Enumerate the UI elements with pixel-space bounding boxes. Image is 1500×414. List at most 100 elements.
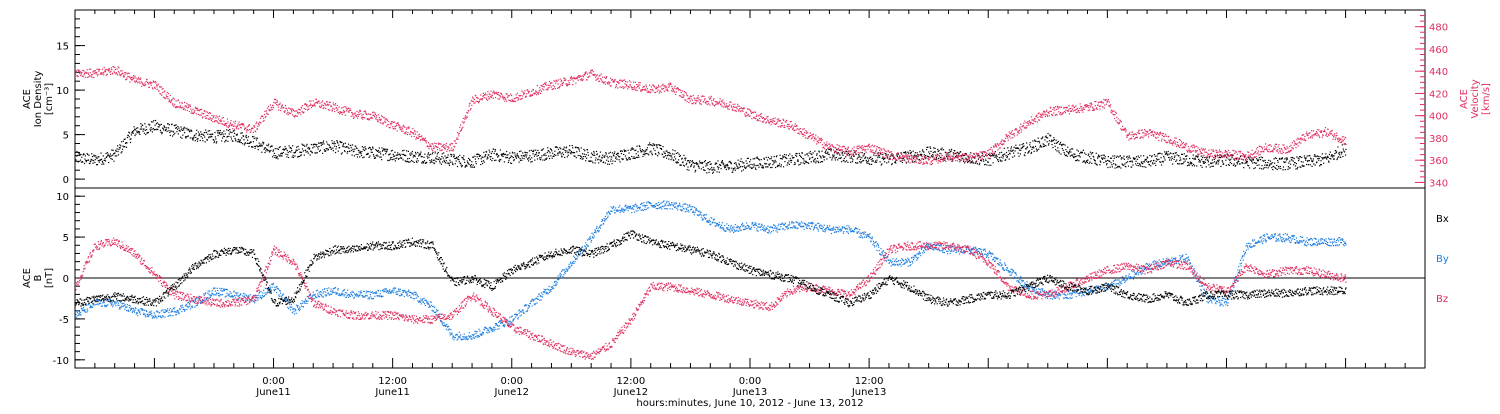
- density-point: [1048, 143, 1049, 144]
- density-point: [1206, 157, 1207, 158]
- density-point: [1069, 151, 1070, 152]
- velocity-point: [997, 149, 998, 150]
- density-point: [341, 153, 342, 154]
- density-point: [1290, 164, 1291, 165]
- density-point: [837, 159, 838, 160]
- velocity-point: [886, 151, 887, 152]
- velocity-point: [114, 72, 115, 73]
- velocity-point: [406, 127, 407, 128]
- density-point: [678, 159, 679, 160]
- velocity-point: [940, 159, 941, 160]
- density-point: [795, 164, 796, 165]
- density-point: [1036, 148, 1037, 149]
- velocity-point: [264, 114, 265, 115]
- density-point: [1276, 158, 1277, 159]
- density-point: [753, 166, 754, 167]
- density-point: [1064, 144, 1065, 145]
- density-point: [1130, 161, 1131, 162]
- density-point: [81, 157, 82, 158]
- density-point: [298, 149, 299, 150]
- density-point: [1069, 149, 1070, 150]
- density-point: [520, 160, 521, 161]
- velocity-point: [111, 67, 112, 68]
- velocity-point: [722, 99, 723, 100]
- velocity-point: [560, 79, 561, 80]
- density-point: [163, 129, 164, 130]
- density-point: [731, 168, 732, 169]
- density-point: [1055, 140, 1056, 141]
- density-point: [725, 167, 726, 168]
- density-point: [311, 144, 312, 145]
- density-point: [196, 133, 197, 134]
- velocity-point: [633, 87, 634, 88]
- density-point: [698, 166, 699, 167]
- density-point: [932, 156, 933, 157]
- density-point: [423, 161, 424, 162]
- density-point: [196, 130, 197, 131]
- velocity-point: [168, 93, 169, 94]
- density-point: [1037, 141, 1038, 142]
- density-point: [738, 168, 739, 169]
- velocity-point: [880, 153, 881, 154]
- velocity-point: [181, 107, 182, 108]
- velocity-point: [96, 69, 97, 70]
- velocity-point: [802, 134, 803, 135]
- density-point: [927, 147, 928, 148]
- velocity-point: [477, 101, 478, 102]
- density-point: [213, 139, 214, 140]
- density-point: [380, 151, 381, 152]
- density-point: [915, 156, 916, 157]
- velocity-point: [657, 87, 658, 88]
- velocity-point: [927, 163, 928, 164]
- velocity-point: [473, 98, 474, 99]
- density-point: [908, 161, 909, 162]
- density-point: [570, 153, 571, 154]
- density-point: [1234, 160, 1235, 161]
- density-point: [316, 144, 317, 145]
- velocity-point: [782, 125, 783, 126]
- density-point: [732, 172, 733, 173]
- velocity-point: [341, 107, 342, 108]
- density-point: [1006, 152, 1007, 153]
- density-point: [126, 142, 127, 143]
- velocity-point: [880, 152, 881, 153]
- density-point: [1123, 156, 1124, 157]
- density-point: [1106, 163, 1107, 164]
- velocity-point: [227, 118, 228, 119]
- density-point: [347, 147, 348, 148]
- velocity-point: [599, 81, 600, 82]
- density-point: [900, 161, 901, 162]
- density-point: [854, 156, 855, 157]
- density-point: [1235, 165, 1236, 166]
- density-point: [1251, 161, 1252, 162]
- density-point: [809, 159, 810, 160]
- density-point: [1312, 160, 1313, 161]
- density-point: [372, 147, 373, 148]
- velocity-point: [79, 70, 80, 71]
- density-point: [411, 153, 412, 154]
- density-point: [529, 150, 530, 151]
- velocity-point: [281, 106, 282, 107]
- velocity-point: [146, 81, 147, 82]
- velocity-point: [708, 101, 709, 102]
- density-point: [759, 159, 760, 160]
- density-point: [644, 151, 645, 152]
- velocity-point: [571, 79, 572, 80]
- density-point: [848, 153, 849, 154]
- velocity-point: [247, 130, 248, 131]
- density-point: [693, 162, 694, 163]
- velocity-point: [932, 160, 933, 161]
- density-point: [229, 133, 230, 134]
- density-point: [80, 154, 81, 155]
- velocity-point: [934, 158, 935, 159]
- density-point: [1160, 157, 1161, 158]
- density-point: [1114, 158, 1115, 159]
- density-point: [1149, 155, 1150, 156]
- velocity-point: [993, 147, 994, 148]
- density-point: [430, 162, 431, 163]
- top-y-tick-label: 15: [56, 42, 69, 53]
- velocity-point: [246, 131, 247, 132]
- velocity-point: [358, 112, 359, 113]
- density-point: [1260, 159, 1261, 160]
- density-point: [735, 170, 736, 171]
